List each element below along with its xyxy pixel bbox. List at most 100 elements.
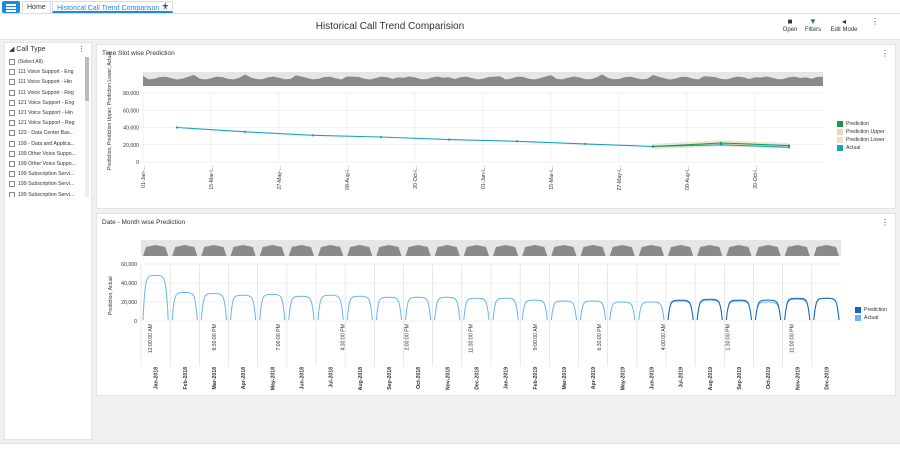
filter-option[interactable]: 111 Voice Support - Reg: [9, 88, 87, 98]
overview-area: [580, 245, 606, 256]
filter-option[interactable]: 199 Subscription Servi...: [9, 189, 87, 197]
filter-option[interactable]: (Select All): [9, 57, 87, 67]
scrollbar-thumb[interactable]: [85, 57, 89, 101]
tab-home[interactable]: Home: [22, 1, 51, 13]
data-point: [379, 135, 383, 139]
checkbox[interactable]: [9, 171, 15, 178]
filter-option[interactable]: 121 Voice Support - Reg: [9, 118, 87, 128]
x-tick-label: Apr-2018: [241, 367, 247, 389]
overview-area: [784, 245, 810, 256]
legend-item[interactable]: Prediction Lower: [837, 136, 885, 144]
add-tab-button[interactable]: +: [162, 0, 169, 12]
x-tick-label: 15-Mar-l...: [209, 166, 215, 190]
filter-option[interactable]: 199 Other Voice Suppo...: [9, 159, 87, 169]
filter-option[interactable]: 199 Subscription Servi...: [9, 169, 87, 179]
open-button[interactable]: ■ Open: [775, 17, 805, 33]
series-segment-actual: [317, 294, 344, 321]
more-options-button[interactable]: ⋮: [860, 17, 890, 27]
filter-option-label: 199 Other Voice Suppo...: [18, 160, 76, 167]
overview-area: [230, 245, 256, 256]
filter-option-label: 199 - Data and Applica...: [18, 140, 75, 147]
series-segment-actual: [288, 295, 315, 321]
overview-area: [201, 245, 227, 256]
legend-item[interactable]: Prediction: [837, 120, 869, 128]
series-segment-prediction: [784, 297, 811, 321]
filter-option[interactable]: 111 Voice Support - Hin: [9, 77, 87, 87]
checkbox[interactable]: [9, 59, 15, 66]
filter-option-label: 199 Subscription Servi...: [18, 171, 75, 178]
x-tick-label: 20-Oct-l...: [413, 166, 419, 189]
more-vertical-icon[interactable]: ⋮: [881, 218, 889, 227]
y-tick-label: 40,000: [121, 281, 137, 287]
overview-area: [347, 245, 373, 256]
series-segment-actual: [638, 301, 665, 321]
filters-button[interactable]: ▼ Filters: [798, 17, 828, 33]
checkbox[interactable]: [9, 191, 15, 197]
series-segment-actual: [696, 299, 723, 321]
series-segment-actual: [580, 300, 607, 321]
legend-item[interactable]: Actual: [855, 314, 878, 322]
menu-icon[interactable]: [2, 1, 20, 13]
y-tick-label: 20,000: [123, 143, 139, 149]
filter-option[interactable]: 123 - Data Center Bas...: [9, 128, 87, 138]
more-vertical-icon[interactable]: ⋮: [881, 49, 889, 58]
filter-header[interactable]: ◢ Call Type ⋮: [9, 46, 85, 53]
x-tick-label: 27-May-...: [277, 166, 283, 189]
legend-item[interactable]: Prediction: [855, 306, 887, 314]
checkbox[interactable]: [9, 69, 15, 76]
checkbox[interactable]: [9, 160, 15, 167]
time-tick-label: 1:30:00 PM: [725, 324, 731, 351]
more-vertical-icon[interactable]: ⋮: [78, 46, 85, 53]
tab-historical-call-trend[interactable]: Historical Call Trend Comparison ✕: [52, 1, 174, 13]
series-line-actual: [176, 126, 790, 148]
filter-option[interactable]: 199 Subscription Servi...: [9, 179, 87, 189]
checkbox[interactable]: [9, 181, 15, 188]
x-tick-label: May-2019: [620, 367, 626, 390]
filter-option-label: 121 Voice Support - Hin: [18, 110, 73, 117]
legend-swatch: [837, 137, 843, 143]
filter-icon: ▼: [809, 17, 817, 26]
overview-area: [813, 245, 839, 256]
filter-option[interactable]: 121 Voice Support - Hin: [9, 108, 87, 118]
close-icon[interactable]: ✕: [162, 5, 169, 12]
checkbox[interactable]: [9, 150, 15, 157]
page-title: Historical Call Trend Comparision: [315, 21, 465, 32]
legend-swatch: [855, 315, 861, 321]
x-tick-label: Nov-2019: [795, 367, 801, 390]
checkbox[interactable]: [9, 99, 15, 106]
filter-option[interactable]: 199 Other Voice Suppo...: [9, 149, 87, 159]
checkbox[interactable]: [9, 140, 15, 147]
data-point: [651, 145, 655, 148]
x-tick-label: Jun-2018: [299, 367, 305, 390]
filter-option[interactable]: 121 Voice Support - Eng: [9, 98, 87, 108]
legend-item[interactable]: Prediction Upper: [837, 128, 885, 136]
checkbox[interactable]: [9, 89, 15, 96]
overview-area: [405, 245, 431, 256]
filter-scrollbar[interactable]: [85, 57, 89, 197]
chart-title: Date - Month wise Prediction: [102, 219, 186, 226]
y-axis-label: Prediction, Actual: [108, 276, 114, 315]
edit-mode-button[interactable]: ◂ Edit Mode: [829, 17, 859, 33]
filter-title: Call Type: [16, 46, 46, 53]
checkbox[interactable]: [9, 120, 15, 127]
filter-option[interactable]: 199 - Data and Applica...: [9, 139, 87, 149]
x-tick-label: Jul-2018: [329, 367, 335, 388]
x-tick-label: Apr-2019: [591, 367, 597, 389]
filter-option[interactable]: 111 Voice Support - Eng: [9, 67, 87, 77]
month-wise-chart[interactable]: 60,000 40,000 20,000 0 Prediction, Actual Jan…: [97, 214, 897, 397]
series-segment-actual: [609, 301, 636, 321]
x-tick-label: Sep-2018: [387, 367, 393, 390]
x-tick-label: Nov-2018: [445, 367, 451, 390]
time-tick-label: 2:00:00 PM: [404, 324, 410, 351]
overview-area: [668, 245, 694, 256]
checkbox[interactable]: [9, 130, 15, 137]
x-tick-label: Mar-2019: [562, 367, 568, 390]
checkbox[interactable]: [9, 79, 15, 86]
series-segment-actual: [492, 297, 519, 321]
checkbox[interactable]: [9, 110, 15, 117]
legend-item[interactable]: Actual: [837, 144, 860, 152]
folder-icon: ■: [787, 17, 793, 26]
call-type-list[interactable]: (Select All) 111 Voice Support - Eng 111 V…: [9, 57, 87, 197]
time-slot-chart[interactable]: 80,000 60,000 40,000 20,000 0 Prediction, Pre…: [97, 45, 897, 210]
series-segment-actual: [346, 295, 373, 321]
